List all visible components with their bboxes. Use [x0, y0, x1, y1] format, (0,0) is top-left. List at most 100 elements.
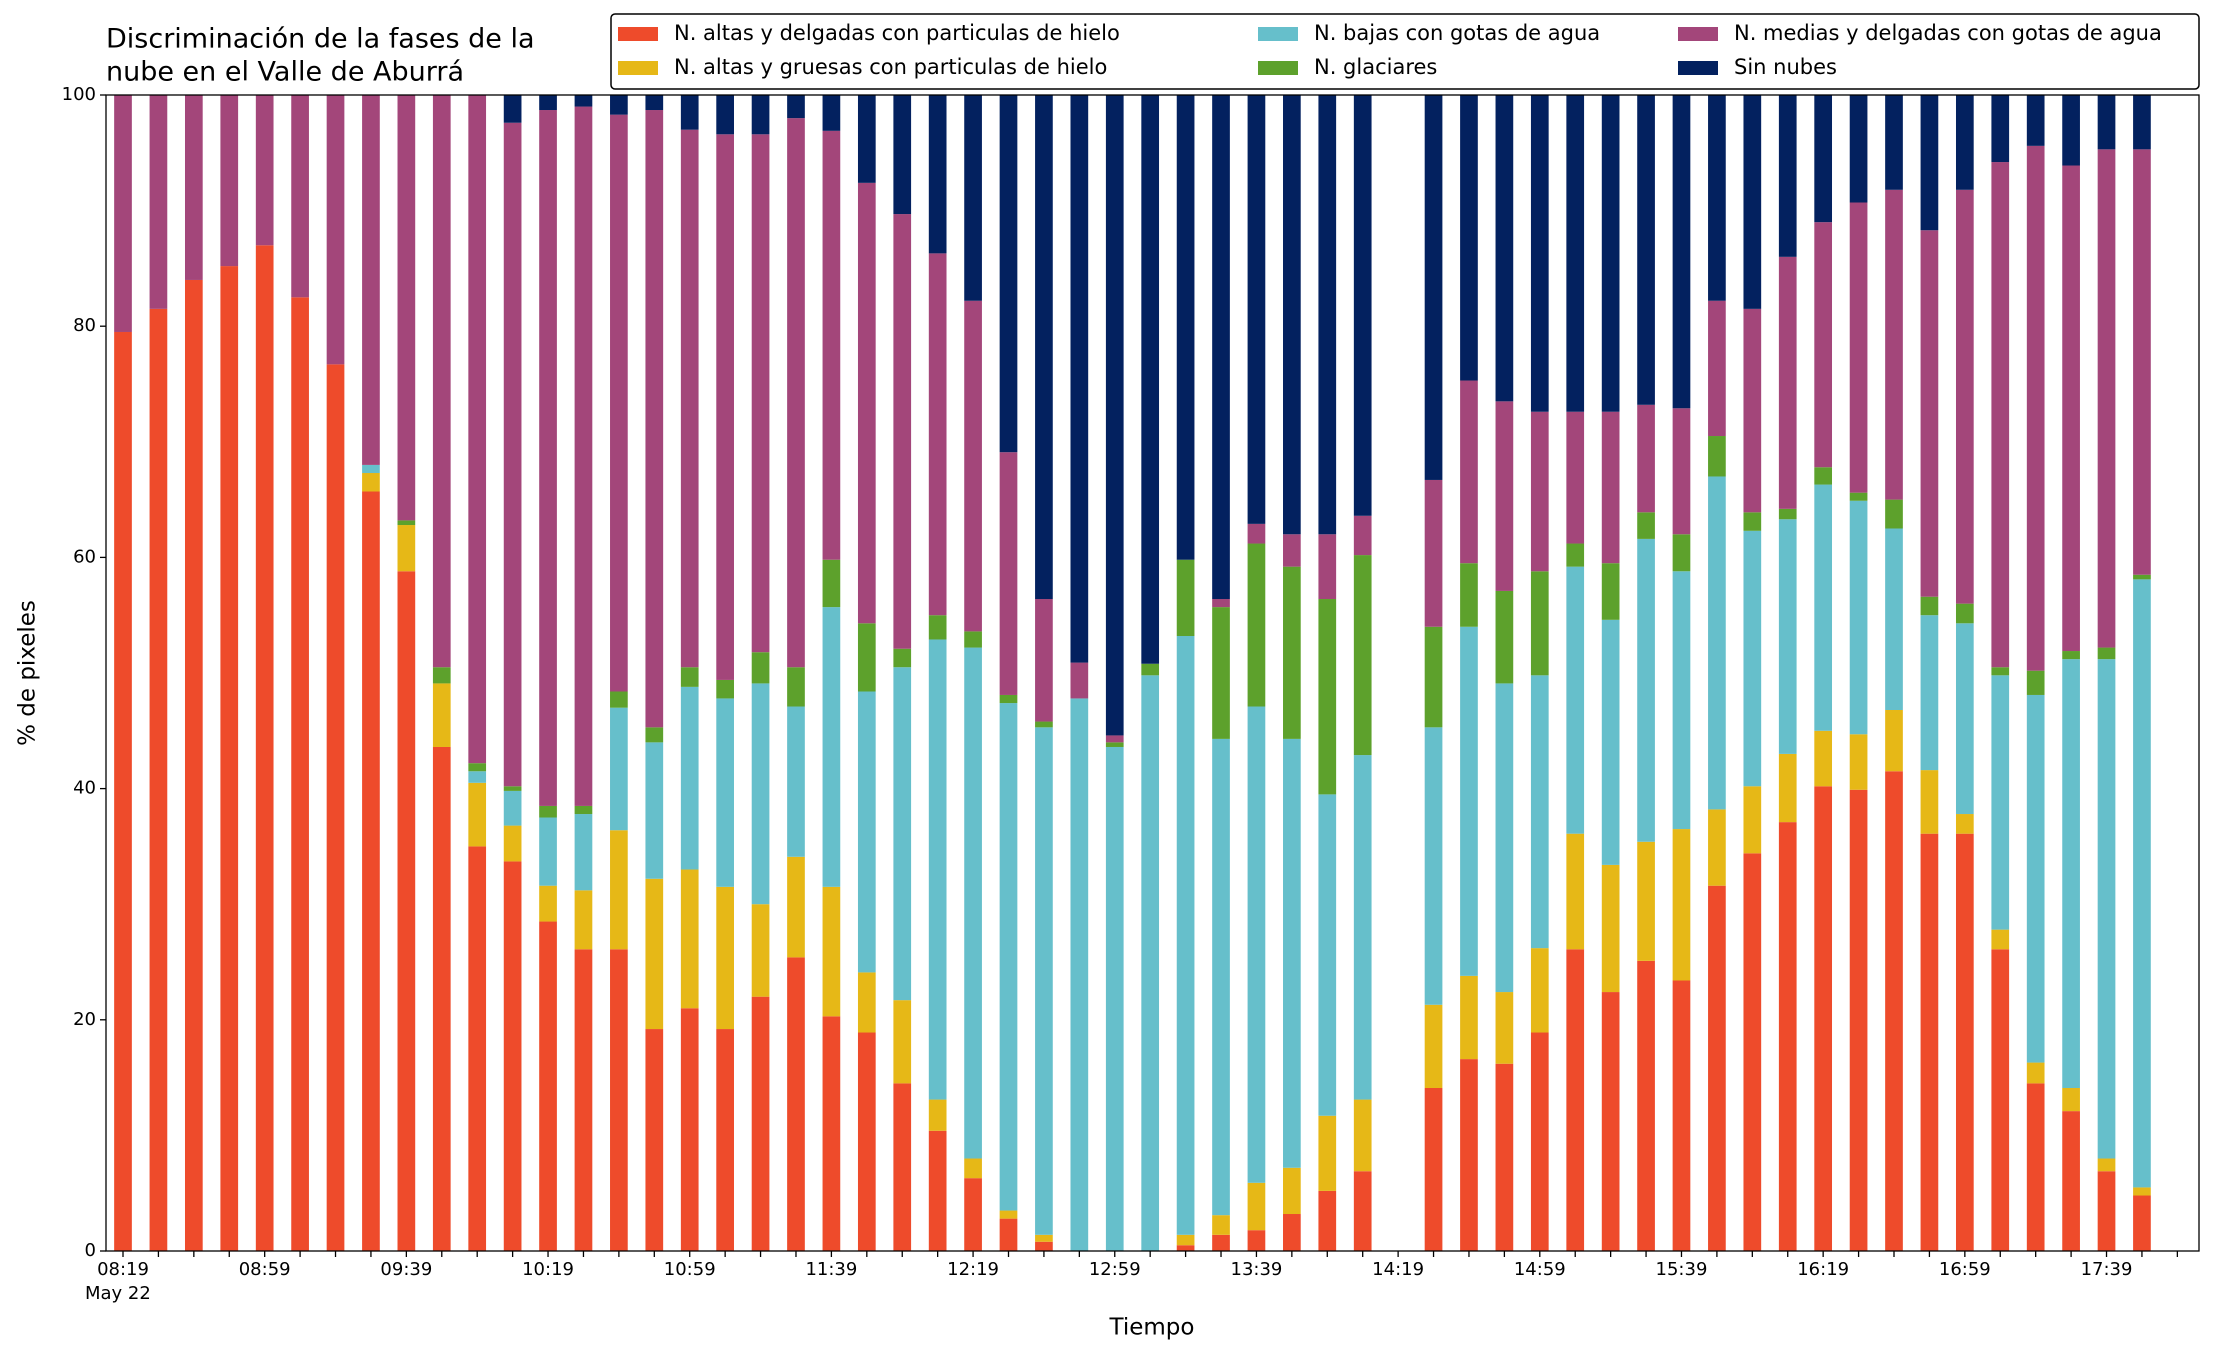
- bar-segment: [1353, 95, 1372, 516]
- bar-segment: [1530, 411, 1549, 572]
- bar-segment: [539, 885, 557, 922]
- bar-segment: [928, 615, 947, 640]
- bar-segment: [149, 95, 168, 309]
- bar-segment: [1460, 95, 1478, 381]
- bar-segment: [1991, 675, 2010, 930]
- bar-segment: [1318, 1190, 1337, 1251]
- bar-segment: [999, 95, 1018, 453]
- bar-segment: [610, 949, 628, 1251]
- bar-segment: [1424, 626, 1443, 728]
- bar-segment: [2097, 1171, 2116, 1251]
- bar-segment: [751, 683, 770, 905]
- bar-segment: [1035, 599, 1053, 722]
- bar-segment: [822, 95, 841, 131]
- bar-segment: [1566, 411, 1585, 544]
- bar-segment: [574, 805, 593, 815]
- bar-segment: [1141, 675, 1160, 1251]
- bar-segment: [1814, 467, 1833, 485]
- bar-segment: [822, 886, 841, 1017]
- bar-segment: [1601, 563, 1620, 620]
- bar-segment: [1247, 706, 1266, 1183]
- bar-segment: [1743, 308, 1762, 513]
- bar-segment: [574, 890, 593, 950]
- legend-label: Sin nubes: [1734, 55, 1837, 79]
- bar-segment: [1530, 95, 1549, 412]
- bar-segment: [680, 95, 699, 130]
- bar-segment: [964, 1178, 982, 1251]
- bar-segment: [1353, 555, 1372, 756]
- bar-segment: [1814, 95, 1833, 223]
- bar-segment: [468, 763, 487, 772]
- x-tick-label: 13:39: [1231, 1259, 1283, 1280]
- bar-segment: [1743, 512, 1762, 531]
- bar-segment: [1176, 1234, 1195, 1246]
- chart-title: Discriminación de la fases de la: [106, 24, 535, 55]
- bar-segment: [1814, 222, 1833, 468]
- bar-segment: [1353, 755, 1372, 1100]
- legend-swatch: [618, 61, 658, 75]
- bar-segment: [1601, 411, 1620, 564]
- bar-segment: [751, 134, 770, 653]
- bar-segment: [822, 559, 841, 608]
- x-tick-label: 12:19: [947, 1259, 999, 1280]
- bar-segment: [1460, 563, 1478, 627]
- bar-segment: [1035, 727, 1053, 1235]
- bar-segment: [1176, 559, 1195, 637]
- bar-segment: [432, 746, 451, 1251]
- bar-segment: [1035, 95, 1053, 600]
- bar-segment: [787, 95, 805, 119]
- bar-segment: [2133, 1187, 2151, 1196]
- bar-segment: [1991, 929, 2010, 950]
- x-tick-label: 16:19: [1797, 1259, 1849, 1280]
- bar-segment: [220, 266, 239, 1251]
- bar-segment: [1637, 95, 1655, 405]
- bar-segment: [822, 1016, 841, 1251]
- bar-segment: [1247, 1182, 1266, 1231]
- chart-title: nube en el Valle de Aburrá: [106, 57, 464, 88]
- bar-segment: [1920, 615, 1939, 771]
- bar-segment: [1849, 492, 1868, 501]
- bar-segment: [2026, 694, 2045, 1063]
- bar-segment: [928, 639, 947, 1100]
- bar-segment: [539, 110, 557, 806]
- bar-segment: [1955, 95, 1974, 190]
- bar-segment: [1353, 1099, 1372, 1172]
- x-tick-label: 10:19: [522, 1259, 574, 1280]
- bar-segment: [1353, 1171, 1372, 1251]
- bar-segment: [114, 331, 132, 1252]
- bar-segment: [1495, 95, 1514, 402]
- bar-segment: [255, 95, 274, 246]
- bar-segment: [893, 214, 912, 649]
- bar-segment: [1778, 256, 1797, 509]
- bar-segment: [1920, 770, 1939, 834]
- bar-segment: [1070, 662, 1089, 699]
- bar-segment: [432, 95, 451, 668]
- bar-segment: [1637, 538, 1655, 842]
- bar-segment: [362, 464, 380, 474]
- x-tick-label: 08:19: [97, 1259, 149, 1280]
- bar-segment: [1601, 992, 1620, 1251]
- bar-segment: [857, 691, 876, 973]
- bar-segment: [999, 452, 1018, 695]
- bar-segment: [751, 95, 770, 135]
- bar-segment: [1495, 683, 1514, 993]
- bar-segment: [184, 279, 203, 1252]
- bar-segment: [2133, 579, 2151, 1188]
- bar-segment: [1849, 734, 1868, 790]
- bar-segment: [2062, 1111, 2080, 1251]
- legend-swatch: [1258, 27, 1298, 41]
- bar-segment: [893, 1000, 912, 1084]
- bar-segment: [149, 308, 168, 1251]
- bar-segment: [964, 631, 982, 648]
- bar-segment: [928, 1130, 947, 1251]
- bar-segment: [1212, 1234, 1230, 1251]
- bar-segment: [1885, 771, 1903, 1251]
- bar-segment: [716, 886, 734, 1030]
- bar-segment: [716, 1029, 734, 1251]
- y-tick-label: 0: [85, 1240, 96, 1261]
- y-tick-label: 20: [73, 1009, 96, 1030]
- bar-segment: [1035, 1241, 1053, 1251]
- bar-segment: [1495, 992, 1514, 1064]
- bar-segment: [1318, 599, 1337, 795]
